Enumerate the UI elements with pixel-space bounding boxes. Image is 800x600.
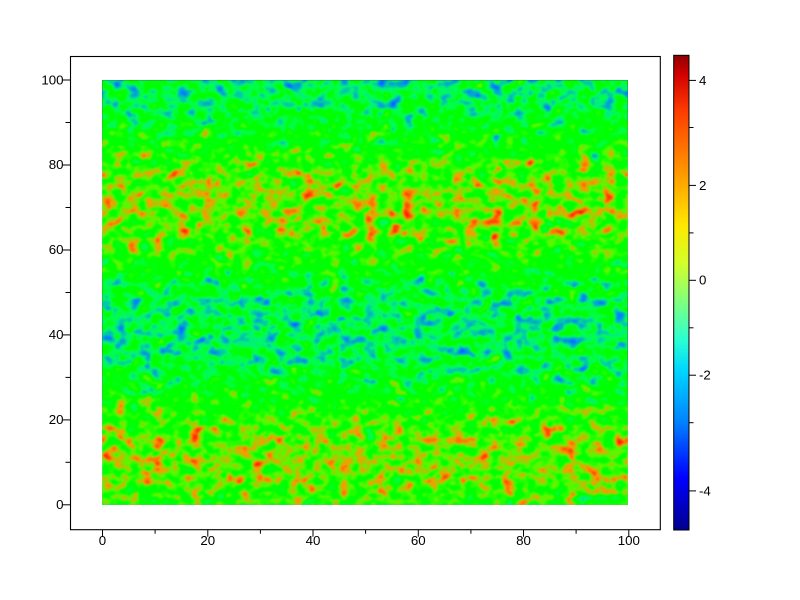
svg-text:4: 4 [699, 73, 706, 88]
svg-text:80: 80 [516, 533, 531, 548]
svg-text:-4: -4 [699, 483, 711, 498]
svg-text:80: 80 [49, 157, 64, 172]
svg-text:60: 60 [49, 242, 64, 257]
svg-text:60: 60 [411, 533, 426, 548]
svg-text:40: 40 [306, 533, 321, 548]
svg-text:-2: -2 [699, 368, 711, 383]
svg-text:0: 0 [56, 497, 63, 512]
svg-text:0: 0 [699, 273, 706, 288]
svg-text:2: 2 [699, 178, 706, 193]
svg-text:0: 0 [99, 533, 106, 548]
svg-text:100: 100 [618, 533, 640, 548]
svg-text:100: 100 [41, 72, 63, 87]
svg-text:20: 20 [200, 533, 215, 548]
svg-text:40: 40 [49, 327, 64, 342]
svg-text:20: 20 [49, 412, 64, 427]
